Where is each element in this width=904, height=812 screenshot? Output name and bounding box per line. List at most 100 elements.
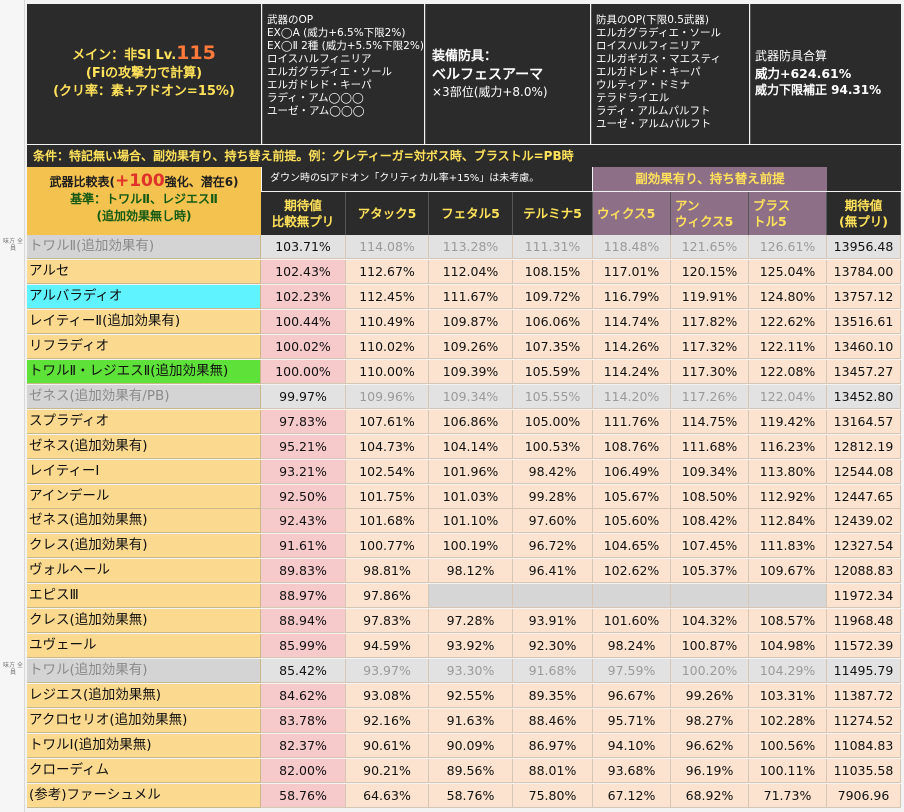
total-floor: 威力下限補正 94.31% <box>755 83 882 97</box>
weapon-op-item: エルガグラディエ・ソール <box>267 66 392 78</box>
value-cell: 98.24% <box>593 634 671 658</box>
value-cell: 124.80% <box>749 285 827 309</box>
weapon-name: ユヴェール <box>27 634 261 658</box>
value-cell: 105.00% <box>513 410 593 434</box>
armor-op-item: エルガグラディエ・ソール <box>596 27 721 39</box>
value-cell: 108.50% <box>671 485 749 509</box>
armor-label: 装備防具： <box>432 49 498 64</box>
value-cell: 88.94% <box>261 609 346 633</box>
table-row: アルセ 102.43% 112.67% 112.04% 108.15% 117.01% 12… <box>0 260 904 284</box>
value-cell: 92.16% <box>346 709 429 733</box>
value-cell: 114.26% <box>593 335 671 359</box>
value-cell: 105.59% <box>513 360 593 384</box>
value-cell: 13164.57 <box>827 410 901 434</box>
value-cell: 97.86% <box>346 584 429 608</box>
armor-op-item: ラディ・アルムパルフト <box>596 105 711 117</box>
column-header: 期待値 (無プリ) <box>827 192 901 235</box>
value-cell: 122.08% <box>749 360 827 384</box>
value-cell: 98.27% <box>671 709 749 733</box>
value-cell: 85.99% <box>261 634 346 658</box>
value-cell: 111.83% <box>749 534 827 558</box>
value-cell: 105.67% <box>593 485 671 509</box>
total-title: 武器防具合算 <box>755 49 828 63</box>
value-cell: 108.57% <box>749 609 827 633</box>
title-baseline: 基準：トワルⅡ、レジエスⅡ <box>70 192 218 206</box>
table-row: 味方 全員 トワル(追加効果有) 85.42% 93.97% 93.30% 91.68% 9… <box>0 659 904 683</box>
table-row: レジエス(追加効果無) 84.62% 93.08% 92.55% 89.35% 96.67… <box>0 684 904 708</box>
value-cell: 125.04% <box>749 260 827 284</box>
value-cell: 102.62% <box>593 559 671 583</box>
value-cell: 109.34% <box>429 385 513 409</box>
value-cell: 119.42% <box>749 410 827 434</box>
value-cell: 102.54% <box>346 460 429 484</box>
value-cell: 89.83% <box>261 559 346 583</box>
column-header: テルミナ5 <box>513 192 593 235</box>
weapon-op-item: ユーゼ・アム◯◯◯ <box>267 105 365 117</box>
table-row: ゼネス(追加効果有) 95.21% 104.73% 104.14% 100.53% 108… <box>0 435 904 459</box>
value-cell: 97.28% <box>429 609 513 633</box>
value-cell: 100.20% <box>671 659 749 683</box>
value-cell: 88.01% <box>513 759 593 783</box>
value-cell: 101.60% <box>593 609 671 633</box>
table-row: クレス(追加効果無) 88.94% 97.83% 97.28% 93.91% 101.60… <box>0 609 904 633</box>
weapon-name: レイティーⅡ(追加効果有) <box>27 310 261 334</box>
value-cell: 114.74% <box>593 310 671 334</box>
table-row: エピスⅢ 88.97% 97.86% 11972.34 <box>0 584 904 608</box>
value-cell: 71.73% <box>749 784 827 808</box>
value-cell: 102.23% <box>261 285 346 309</box>
table-title: 武器比較表(+100強化、潜在6) 基準：トワルⅡ、レジエスⅡ (追加効果無し時… <box>27 167 261 235</box>
weapon-name: クローディム <box>27 759 261 783</box>
value-cell: 64.63% <box>346 784 429 808</box>
value-cell: 95.71% <box>593 709 671 733</box>
value-cell: 11972.34 <box>827 584 901 608</box>
value-cell: 100.02% <box>261 335 346 359</box>
main-character-info: メイン：非Sl Lv.115 (Fiの攻撃力で計算) (クリ率：素+アドオン=1… <box>27 4 261 144</box>
value-cell: 100.77% <box>346 534 429 558</box>
armor-note: ×3部位(威力+8.0%) <box>432 85 548 99</box>
value-cell: 122.11% <box>749 335 827 359</box>
value-cell: 100.19% <box>429 534 513 558</box>
table-row: クローディム 82.00% 90.21% 89.56% 88.01% 93.68% 96.1… <box>0 759 904 783</box>
value-cell: 92.55% <box>429 684 513 708</box>
value-cell: 7906.96 <box>827 784 901 808</box>
value-cell: 110.00% <box>346 360 429 384</box>
value-cell: 84.62% <box>261 684 346 708</box>
table-row: リフラディオ 100.02% 110.02% 109.26% 107.35% 114.26… <box>0 335 904 359</box>
value-cell: 107.61% <box>346 410 429 434</box>
column-header: アタック5 <box>346 192 429 235</box>
table-row: レイティーⅠ 93.21% 102.54% 101.96% 98.42% 106.49% 1… <box>0 460 904 484</box>
value-cell: 93.30% <box>429 659 513 683</box>
value-cell: 105.37% <box>671 559 749 583</box>
value-cell: 122.62% <box>749 310 827 334</box>
weapon-name: アルバラディオ <box>27 285 261 309</box>
armor-name: ベルフェスアーマ <box>432 67 544 83</box>
value-cell: 112.67% <box>346 260 429 284</box>
value-cell: 94.59% <box>346 634 429 658</box>
value-cell: 109.72% <box>513 285 593 309</box>
value-cell <box>513 584 593 608</box>
value-cell: 94.10% <box>593 734 671 758</box>
value-cell: 109.67% <box>749 559 827 583</box>
sub-header-note: ダウン時のSIアドオン「クリティカル率+15%」は未考慮。 <box>262 167 592 191</box>
value-cell: 93.91% <box>513 609 593 633</box>
value-cell: 109.87% <box>429 310 513 334</box>
weapon-name: ゼネス(追加効果無) <box>27 509 261 533</box>
table-row: アルバラディオ 102.23% 112.45% 111.67% 109.72% 116.7… <box>0 285 904 309</box>
value-cell: 75.80% <box>513 784 593 808</box>
armor-op-item: エルガギガス・マエスティ <box>596 53 722 65</box>
value-cell: 96.41% <box>513 559 593 583</box>
value-cell: 11968.48 <box>827 609 901 633</box>
weapon-name: リフラディオ <box>27 335 261 359</box>
main-line3: (クリ率：素+アドオン=15%) <box>53 84 235 99</box>
weapon-op-item: エルガドレド・キーパ <box>267 79 372 91</box>
value-cell <box>429 584 513 608</box>
value-cell: 82.37% <box>261 734 346 758</box>
row-side-note: 味方 全員 <box>3 238 23 252</box>
value-cell: 85.42% <box>261 659 346 683</box>
weapon-name: (参考)ファーシュメル <box>27 784 261 808</box>
weapon-name: アルセ <box>27 260 261 284</box>
value-cell: 102.28% <box>749 709 827 733</box>
table-row: トワルⅠ(追加効果無) 82.37% 90.61% 90.09% 86.97% 94.10… <box>0 734 904 758</box>
value-cell: 96.19% <box>671 759 749 783</box>
value-cell: 12327.54 <box>827 534 901 558</box>
